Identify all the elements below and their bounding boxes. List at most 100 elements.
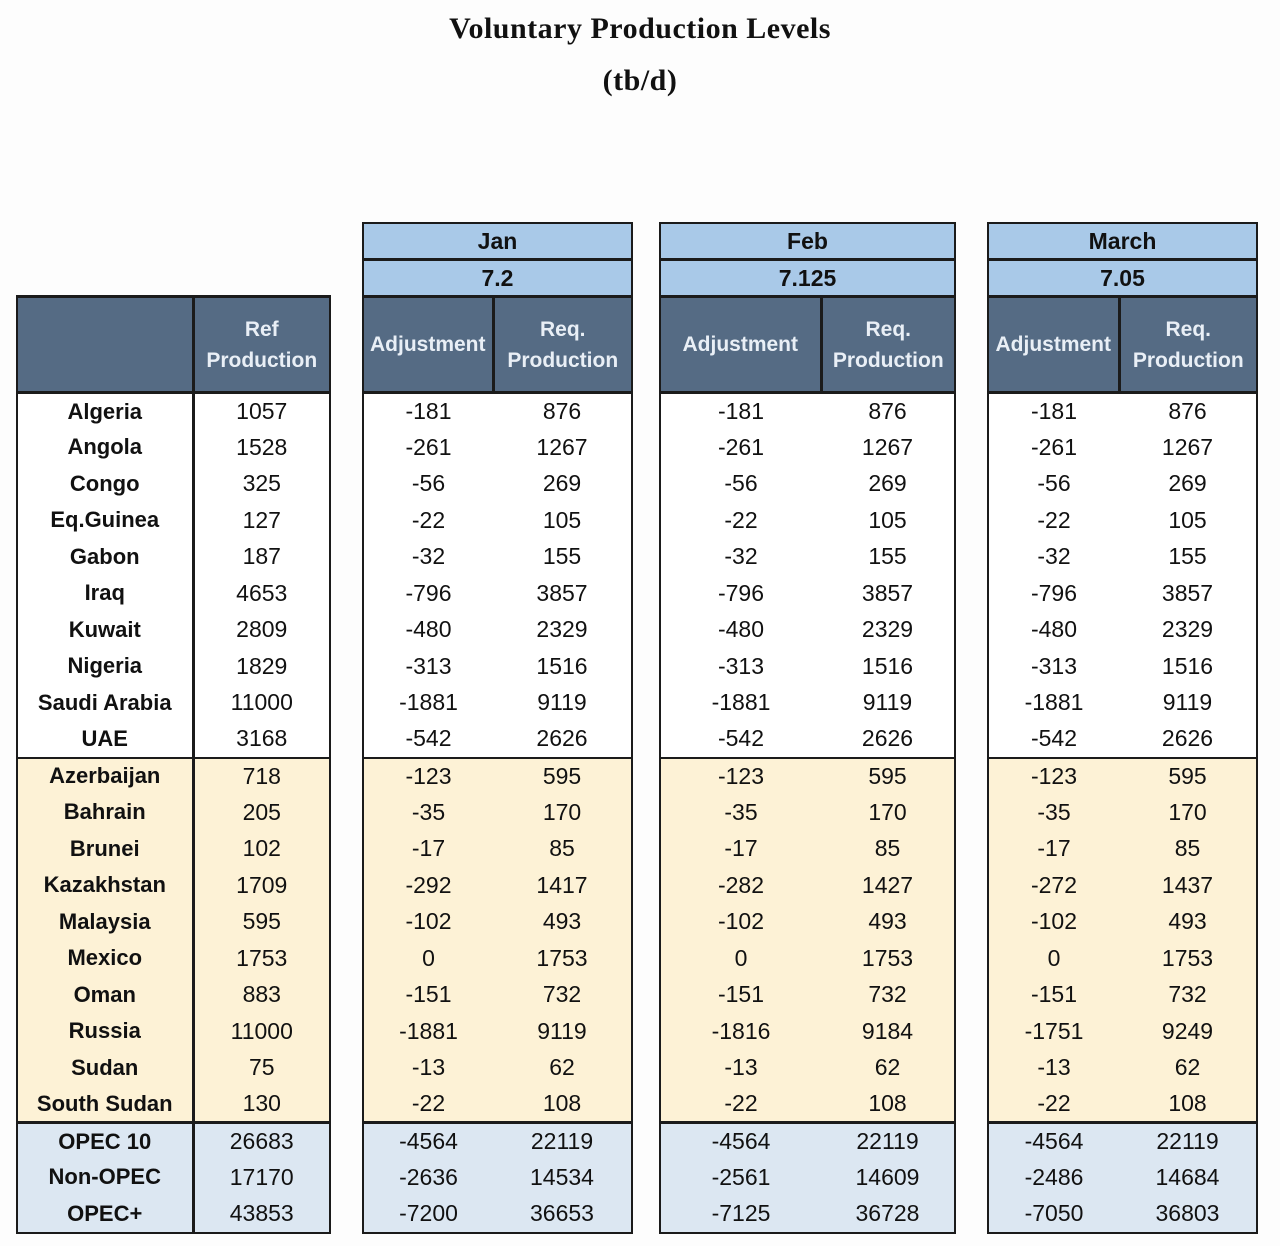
table-row: -56 269 <box>661 465 954 502</box>
table-row: -542 2626 <box>364 721 631 758</box>
table-row: -1881 9119 <box>364 684 631 721</box>
table-row: -13 62 <box>364 1049 631 1086</box>
req-production-value: 62 <box>493 1049 631 1086</box>
table-row: -13 62 <box>989 1049 1256 1086</box>
adjustment-value: -123 <box>989 756 1119 794</box>
table-row: -102 493 <box>661 903 954 940</box>
table-row: 0 1753 <box>661 940 954 977</box>
country-name: OPEC 10 <box>18 1121 195 1159</box>
country-name: Kazakhstan <box>18 867 195 904</box>
table-row: 0 1753 <box>364 940 631 977</box>
adjustment-value: -1881 <box>364 684 493 721</box>
adjustment-value: -35 <box>989 794 1119 831</box>
month-table-march: Adjustment Req. Production -181 876 -261 126… <box>987 295 1258 1234</box>
table-row: -35 170 <box>364 794 631 831</box>
country-name: Bahrain <box>18 794 195 831</box>
req-production-value: 105 <box>1119 502 1256 539</box>
adjustment-value: -796 <box>364 575 493 612</box>
adjustment-value: -480 <box>989 611 1119 648</box>
table-row: -22 105 <box>364 502 631 539</box>
adjustment-value: -181 <box>661 392 821 429</box>
month-name: Jan <box>477 227 518 254</box>
table-row: Iraq 4653 <box>18 575 329 612</box>
adjustment-value: -313 <box>661 648 821 685</box>
req-production-value: 2626 <box>821 721 954 758</box>
adjustment-value: -796 <box>661 575 821 612</box>
req-production-value: 14609 <box>821 1159 954 1196</box>
adjustment-value: -102 <box>364 903 493 940</box>
table-row: Algeria 1057 <box>18 392 329 429</box>
adjustment-value: -13 <box>364 1049 493 1086</box>
adjustment-value: -1751 <box>989 1013 1119 1050</box>
req-production-value: 1516 <box>493 648 631 685</box>
req-production-value: 14684 <box>1119 1159 1256 1196</box>
adjustment-value: -542 <box>989 721 1119 758</box>
req-production-value: 876 <box>493 392 631 429</box>
req-production-value: 155 <box>493 538 631 575</box>
req-production-value: 595 <box>493 756 631 794</box>
adjustment-value: -22 <box>989 502 1119 539</box>
table-row: -32 155 <box>989 538 1256 575</box>
table-row: -4564 22119 <box>364 1121 631 1159</box>
req-production-value: 493 <box>493 903 631 940</box>
table-row: -796 3857 <box>661 575 954 612</box>
req-production-value: 1267 <box>821 429 954 466</box>
table-row: -181 876 <box>364 392 631 429</box>
req-production-value: 876 <box>821 392 954 429</box>
adjustment-value: -35 <box>661 794 821 831</box>
table-row: OPEC 10 26683 <box>18 1121 329 1159</box>
table-row: -1881 9119 <box>364 1013 631 1050</box>
adjustment-value: -1881 <box>989 684 1119 721</box>
adjustment-value: -542 <box>364 721 493 758</box>
req-production-value: 1427 <box>821 867 954 904</box>
table-row: South Sudan 130 <box>18 1086 329 1123</box>
table-row: -181 876 <box>661 392 954 429</box>
month-total-cut: 7.05 <box>989 258 1256 295</box>
req-production-value: 170 <box>493 794 631 831</box>
table-row: Sudan 75 <box>18 1049 329 1086</box>
ref-production-value: 127 <box>193 502 329 539</box>
req-production-value: 9184 <box>821 1013 954 1050</box>
req-production-value: 1516 <box>821 648 954 685</box>
adjustment-value: -796 <box>989 575 1119 612</box>
table-row: -22 105 <box>661 502 954 539</box>
req-production-value: 1417 <box>493 867 631 904</box>
table-row: -796 3857 <box>364 575 631 612</box>
req-production-value: 493 <box>1119 903 1256 940</box>
req-production-value: 155 <box>1119 538 1256 575</box>
ref-production-value: 43853 <box>193 1195 329 1232</box>
req-production-value: 3857 <box>493 575 631 612</box>
page-subtitle: (tb/d) <box>602 64 678 97</box>
page-title: Voluntary Production Levels <box>449 12 831 45</box>
table-row: -1751 9249 <box>989 1013 1256 1050</box>
req-production-value: 2626 <box>1119 721 1256 758</box>
adjustment-value: -56 <box>661 465 821 502</box>
table-row: -151 732 <box>661 976 954 1013</box>
table-row: -7125 36728 <box>661 1195 954 1232</box>
table-row: -2486 14684 <box>989 1159 1256 1196</box>
req-production-value: 36803 <box>1119 1195 1256 1232</box>
req-production-value: 1267 <box>493 429 631 466</box>
ref-production-value: 130 <box>193 1086 329 1123</box>
adjustment-value: -32 <box>661 538 821 575</box>
req-production-header: Req. Production <box>493 295 631 394</box>
country-name: Congo <box>18 465 195 502</box>
table-row: Gabon 187 <box>18 538 329 575</box>
table-row: -32 155 <box>364 538 631 575</box>
ref-production-value: 75 <box>193 1049 329 1086</box>
table-row: -1881 9119 <box>661 684 954 721</box>
adjustment-value: -292 <box>364 867 493 904</box>
ref-production-header: Ref Production <box>193 295 329 394</box>
table-row: -7200 36653 <box>364 1195 631 1232</box>
req-production-value: 269 <box>1119 465 1256 502</box>
country-name: Kuwait <box>18 611 195 648</box>
country-table: Ref Production Algeria 1057 Angola 1528 Cong… <box>16 295 331 1234</box>
month-header-feb: Feb 7.125 <box>659 222 956 297</box>
req-production-value: 493 <box>821 903 954 940</box>
table-row: OPEC+ 43853 <box>18 1195 329 1232</box>
table-row: -56 269 <box>989 465 1256 502</box>
adjustment-value: -480 <box>364 611 493 648</box>
country-name: UAE <box>18 721 195 758</box>
table-row: -261 1267 <box>989 429 1256 466</box>
req-production-value: 14534 <box>493 1159 631 1196</box>
